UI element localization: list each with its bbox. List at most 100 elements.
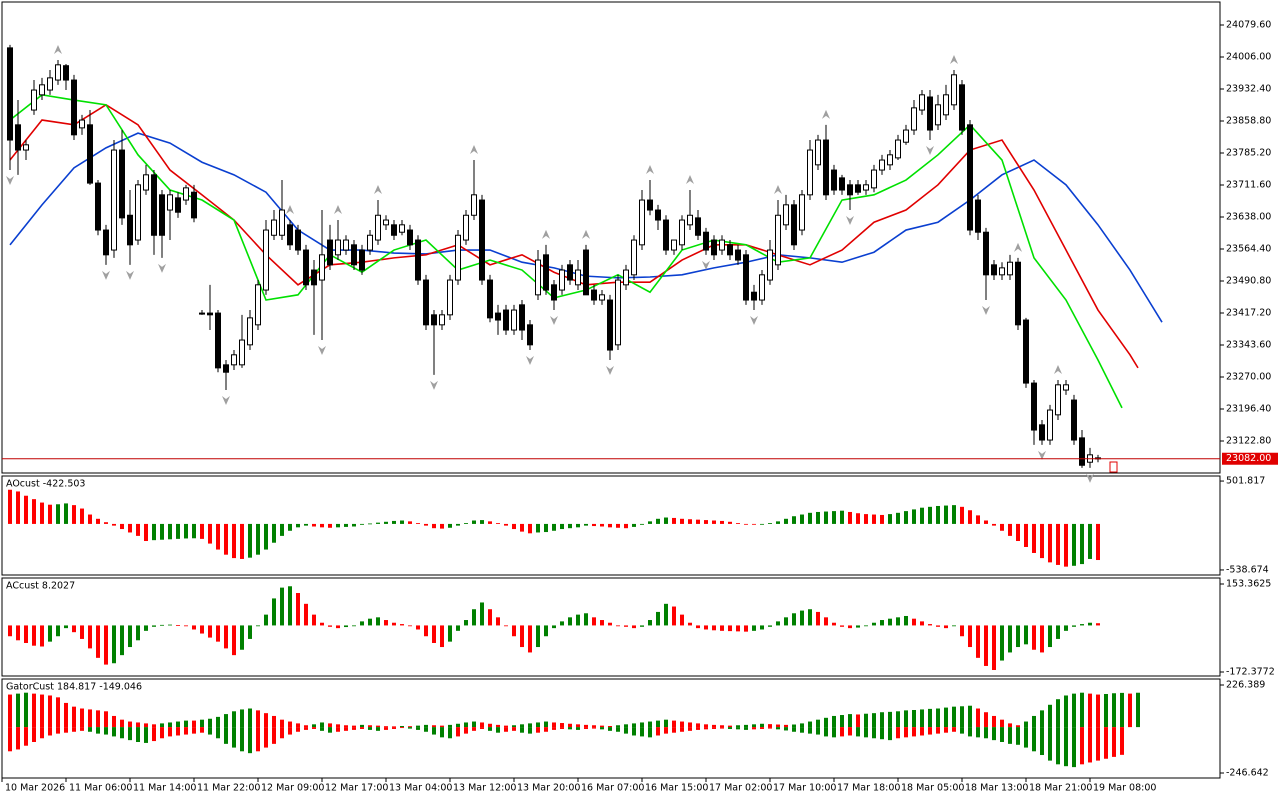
histogram-bar bbox=[784, 518, 788, 524]
histogram-bar bbox=[488, 727, 492, 731]
x-tick-label: 17 Mar 02:00 bbox=[709, 783, 772, 794]
histogram-bar bbox=[832, 715, 836, 728]
histogram-bar bbox=[984, 625, 988, 666]
histogram-bar bbox=[416, 727, 420, 730]
histogram-bar bbox=[720, 725, 724, 728]
histogram-bar bbox=[360, 523, 364, 525]
histogram-bar bbox=[648, 620, 652, 626]
histogram-bar bbox=[432, 727, 436, 735]
histogram-bar bbox=[920, 507, 924, 524]
histogram-bar bbox=[296, 593, 300, 626]
histogram-bar bbox=[136, 727, 140, 742]
candle-body bbox=[679, 219, 685, 246]
histogram-bar bbox=[440, 625, 444, 648]
candle-body bbox=[383, 219, 389, 226]
histogram-bar bbox=[456, 727, 460, 737]
histogram-bar bbox=[416, 625, 420, 630]
candle-body bbox=[191, 191, 197, 219]
histogram-bar bbox=[704, 727, 708, 730]
y-tick-label: 23490.80 bbox=[1226, 276, 1271, 287]
histogram-bar bbox=[264, 727, 268, 748]
candle-body bbox=[15, 124, 21, 151]
histogram-bar bbox=[808, 512, 812, 524]
x-tick-label: 18 Mar 21:00 bbox=[1029, 783, 1092, 794]
histogram-bar bbox=[152, 625, 156, 627]
candle-body bbox=[551, 284, 557, 301]
last-price-box bbox=[1222, 452, 1278, 465]
histogram-bar bbox=[248, 625, 252, 639]
x-tick-label: 13 Mar 04:00 bbox=[389, 783, 452, 794]
candle-body bbox=[775, 214, 781, 266]
histogram-bar bbox=[328, 523, 332, 528]
histogram-bar bbox=[168, 722, 172, 728]
histogram-bar bbox=[1016, 625, 1020, 648]
histogram-bar bbox=[576, 523, 580, 528]
histogram-bar bbox=[552, 523, 556, 531]
histogram-bar bbox=[392, 726, 396, 728]
histogram-bar bbox=[952, 706, 956, 728]
histogram-bar bbox=[304, 725, 308, 728]
candle-body bbox=[975, 199, 981, 233]
histogram-bar bbox=[856, 727, 860, 737]
histogram-bar bbox=[384, 521, 388, 524]
histogram-bar bbox=[616, 725, 620, 728]
histogram-bar bbox=[1048, 704, 1052, 728]
histogram-bar bbox=[104, 522, 108, 524]
candle-body bbox=[103, 229, 109, 256]
histogram-bar bbox=[632, 625, 636, 629]
histogram-bar bbox=[768, 727, 772, 729]
histogram-bar bbox=[64, 625, 68, 629]
histogram-bar bbox=[128, 721, 132, 728]
histogram-bar bbox=[200, 625, 204, 634]
histogram-bar bbox=[192, 727, 196, 734]
histogram-bar bbox=[936, 505, 940, 524]
histogram-bar bbox=[1064, 727, 1068, 767]
histogram-bar bbox=[1056, 727, 1060, 765]
histogram-bar bbox=[1080, 624, 1084, 626]
histogram-bar bbox=[944, 625, 948, 629]
fractal-up bbox=[374, 185, 382, 195]
histogram-bar bbox=[24, 625, 28, 643]
histogram-bar bbox=[368, 618, 372, 626]
histogram-bar bbox=[744, 523, 748, 525]
candle-body bbox=[1031, 382, 1037, 431]
candle-body bbox=[47, 77, 53, 91]
candle-body bbox=[719, 239, 725, 251]
histogram-bar bbox=[1056, 625, 1060, 639]
x-tick-label: 19 Mar 08:00 bbox=[1093, 783, 1156, 794]
candle-body bbox=[263, 229, 269, 291]
histogram-bar bbox=[816, 611, 820, 626]
histogram-bar bbox=[448, 724, 452, 728]
candle-body bbox=[239, 339, 245, 366]
histogram-bar bbox=[408, 727, 412, 729]
y-tick-label: -172.3772 bbox=[1226, 666, 1275, 677]
histogram-bar bbox=[120, 719, 124, 728]
histogram-bar bbox=[1024, 721, 1028, 728]
histogram-bar bbox=[800, 727, 804, 733]
y-tick-label: 23932.40 bbox=[1226, 84, 1271, 95]
histogram-bar bbox=[792, 613, 796, 626]
histogram-bar bbox=[680, 614, 684, 626]
histogram-bar bbox=[608, 622, 612, 626]
y-tick-label: 23638.00 bbox=[1226, 212, 1271, 223]
candle-body bbox=[911, 107, 917, 131]
histogram-bar bbox=[264, 614, 268, 626]
histogram-bar bbox=[1040, 625, 1044, 653]
histogram-bar bbox=[632, 723, 636, 728]
histogram-bar bbox=[664, 603, 668, 626]
histogram-bar bbox=[824, 511, 828, 524]
histogram-bar bbox=[1096, 694, 1100, 728]
histogram-bar bbox=[1048, 727, 1052, 761]
candle-body bbox=[567, 264, 573, 281]
candle-body bbox=[503, 309, 509, 331]
candle-body bbox=[967, 124, 973, 231]
histogram-bar bbox=[1032, 727, 1036, 752]
histogram-bar bbox=[1048, 523, 1052, 563]
histogram-bar bbox=[720, 520, 724, 524]
histogram-bar bbox=[824, 617, 828, 626]
histogram-bar bbox=[704, 625, 708, 630]
histogram-bar bbox=[56, 727, 60, 734]
y-tick-label: 23196.40 bbox=[1226, 404, 1271, 415]
histogram-bar bbox=[960, 506, 964, 524]
